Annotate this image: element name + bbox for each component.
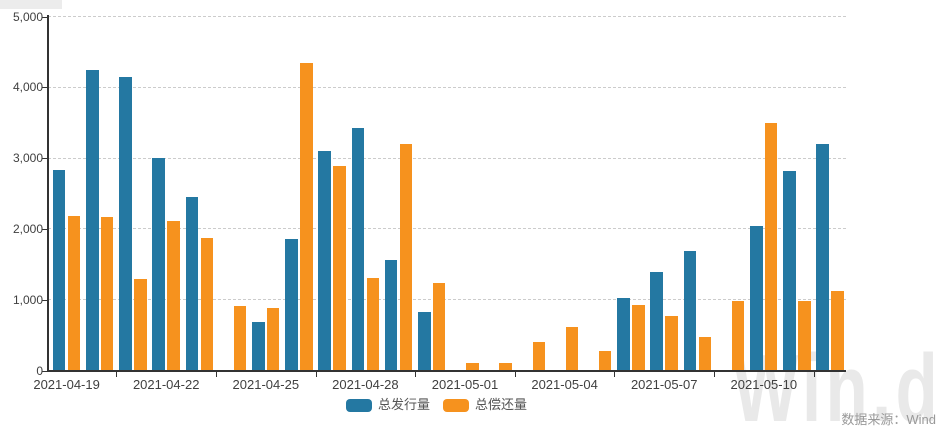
legend-swatch-icon xyxy=(443,398,470,412)
bar-issuance[interactable] xyxy=(783,170,796,371)
x-tick-label: 2021-04-19 xyxy=(33,377,100,392)
y-axis-tick xyxy=(42,228,47,230)
bar-issuance[interactable] xyxy=(816,144,829,371)
bar-repayment[interactable] xyxy=(67,215,81,371)
bar-issuance[interactable] xyxy=(650,272,663,371)
bar-issuance[interactable] xyxy=(52,169,66,371)
bar-issuance[interactable] xyxy=(384,260,398,371)
bar-repayment[interactable] xyxy=(764,122,778,371)
bar-repayment[interactable] xyxy=(798,301,811,371)
bar-issuance[interactable] xyxy=(418,312,431,371)
x-axis-tick xyxy=(116,372,118,377)
top-left-artifact xyxy=(0,0,62,9)
bar-repayment[interactable] xyxy=(831,291,844,371)
y-tick-label: 4,000 xyxy=(12,80,43,95)
bar-issuance[interactable] xyxy=(285,238,298,371)
bar-repayment[interactable] xyxy=(200,238,213,371)
x-axis-tick xyxy=(714,372,715,377)
bar-issuance[interactable] xyxy=(86,70,99,371)
y-axis xyxy=(47,15,49,372)
bar-issuance[interactable] xyxy=(185,197,199,371)
x-tick-label: 2021-05-10 xyxy=(730,377,798,392)
bar-repayment[interactable] xyxy=(266,308,280,371)
legend-item-repayment[interactable]: 总偿还量 xyxy=(443,398,527,412)
y-tick-label: 3,000 xyxy=(12,151,43,166)
bar-issuance[interactable] xyxy=(152,158,165,371)
bar-issuance[interactable] xyxy=(617,298,630,371)
bar-repayment[interactable] xyxy=(100,216,114,371)
y-axis-tick xyxy=(42,370,47,372)
gridline xyxy=(48,157,846,159)
bar-repayment[interactable] xyxy=(233,306,247,371)
bar-repayment[interactable] xyxy=(731,301,745,371)
bar-repayment[interactable] xyxy=(499,362,512,371)
x-axis-tick xyxy=(614,372,616,377)
bar-repayment[interactable] xyxy=(698,337,711,371)
bar-repayment[interactable] xyxy=(300,62,313,371)
bar-issuance[interactable] xyxy=(252,321,265,371)
gridline xyxy=(48,299,846,301)
x-tick-label: 2021-05-04 xyxy=(531,377,598,392)
bar-repayment[interactable] xyxy=(466,362,479,371)
gridline xyxy=(48,228,846,230)
bar-issuance[interactable] xyxy=(318,151,331,371)
bar-repayment[interactable] xyxy=(134,279,147,371)
bar-repayment[interactable] xyxy=(366,277,379,371)
x-axis-tick xyxy=(216,372,217,377)
legend-label: 总发行量 xyxy=(378,397,431,412)
bar-repayment[interactable] xyxy=(598,351,612,371)
gridline xyxy=(48,86,846,88)
y-tick-label: 5,000 xyxy=(12,9,43,24)
y-axis-tick xyxy=(42,158,47,160)
bar-repayment[interactable] xyxy=(333,166,346,371)
y-axis-tick xyxy=(42,299,47,301)
x-tick-label: 2021-04-28 xyxy=(332,377,399,392)
x-axis-tick xyxy=(415,372,417,377)
bar-issuance[interactable] xyxy=(683,250,697,371)
legend-label: 总偿还量 xyxy=(475,397,528,412)
bar-issuance[interactable] xyxy=(119,76,132,371)
x-tick-label: 2021-04-25 xyxy=(232,377,300,392)
x-axis xyxy=(47,370,846,372)
x-axis-tick xyxy=(813,372,815,377)
data-source-label: 数据来源：Wind xyxy=(841,412,936,427)
legend: 总发行量 总偿还量 xyxy=(346,398,540,412)
legend-item-issuance[interactable]: 总发行量 xyxy=(346,398,430,412)
bar-issuance[interactable] xyxy=(750,226,763,371)
bar-repayment[interactable] xyxy=(565,326,579,371)
y-tick-label: 0 xyxy=(36,363,43,378)
bar-repayment[interactable] xyxy=(167,221,180,371)
y-tick-label: 2,000 xyxy=(12,221,43,236)
bar-repayment[interactable] xyxy=(665,316,678,371)
bar-repayment[interactable] xyxy=(432,283,446,371)
legend-swatch-icon xyxy=(346,398,372,412)
x-tick-label: 2021-05-01 xyxy=(431,377,499,392)
bar-repayment[interactable] xyxy=(399,144,413,371)
x-tick-label: 2021-05-07 xyxy=(630,377,698,392)
y-tick-label: 1,000 xyxy=(12,292,43,307)
y-axis-tick xyxy=(42,16,47,18)
bar-repayment[interactable] xyxy=(632,305,645,371)
y-axis-tick xyxy=(42,87,47,89)
x-tick-label: 2021-04-22 xyxy=(132,377,200,392)
x-axis-tick xyxy=(514,372,516,377)
gridline xyxy=(48,16,846,18)
x-axis-tick xyxy=(315,372,317,377)
bar-issuance[interactable] xyxy=(351,127,365,371)
bar-repayment[interactable] xyxy=(532,342,545,371)
